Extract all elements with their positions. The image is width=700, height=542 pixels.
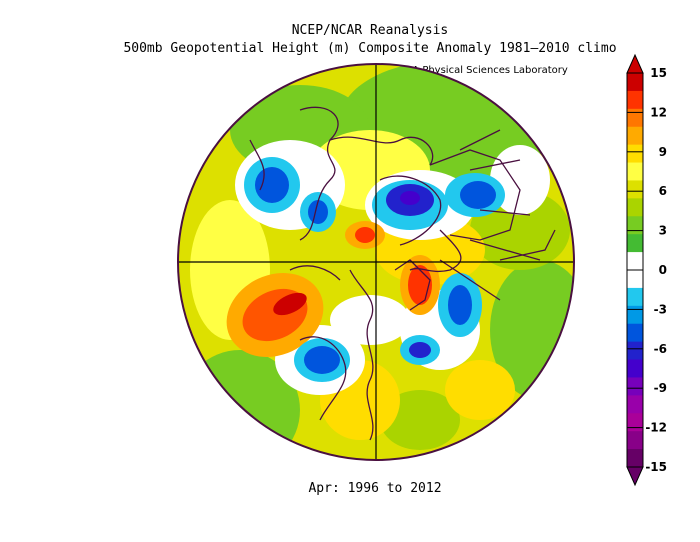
colorbar-label: 6 xyxy=(659,184,667,198)
colorbar-swatch xyxy=(627,126,643,146)
colorbar-swatch xyxy=(627,180,643,199)
colorbar-swatch xyxy=(627,198,643,217)
anomaly-negative-centers xyxy=(244,157,505,382)
colorbar-swatch xyxy=(627,395,643,414)
colorbar-swatch xyxy=(627,377,643,396)
colorbar-label: -3 xyxy=(654,302,667,316)
colorbar-label: -15 xyxy=(645,460,667,474)
colorbar-swatch xyxy=(627,73,643,92)
colorbar-swatch xyxy=(627,270,643,289)
colorbar-swatch xyxy=(627,216,643,235)
colorbar-swatch xyxy=(627,287,643,307)
colorbar-swatch xyxy=(627,341,643,361)
colorbar-swatch xyxy=(627,359,643,378)
colorbar-label: -9 xyxy=(654,381,667,395)
colorbar-label: -6 xyxy=(654,342,667,356)
colorbar-swatch xyxy=(627,162,643,181)
colorbar-swatch xyxy=(627,252,643,271)
colorbar-swatch xyxy=(627,431,643,450)
map-border xyxy=(177,63,575,461)
colorbar-swatch xyxy=(627,305,643,325)
colorbar-swatch xyxy=(627,144,643,164)
colorbar-label: -12 xyxy=(645,421,667,435)
colorbar-swatch xyxy=(627,90,643,110)
colorbar-swatch xyxy=(627,413,643,432)
colorbar-swatch xyxy=(627,449,643,468)
colorbar-swatch xyxy=(627,108,643,128)
colorbar-label: 12 xyxy=(650,105,667,119)
colorbar-label: 9 xyxy=(659,145,667,159)
period-label: Apr: 1996 to 2012 xyxy=(308,481,442,496)
colorbar-label: 15 xyxy=(650,66,667,80)
colorbar-label: 3 xyxy=(659,224,667,238)
chart-title-line2: 500mb Geopotential Height (m) Composite … xyxy=(123,41,617,56)
colorbar-swatch xyxy=(627,323,643,343)
lab-credit: NOAA Physical Sciences Laboratory xyxy=(390,65,568,76)
coastlines xyxy=(249,106,556,441)
colorbar-swatch xyxy=(627,234,643,253)
colorbar-label: 0 xyxy=(659,263,667,277)
chart-title-line1: NCEP/NCAR Reanalysis xyxy=(291,23,449,38)
colorbar-arrow-top xyxy=(626,53,644,74)
